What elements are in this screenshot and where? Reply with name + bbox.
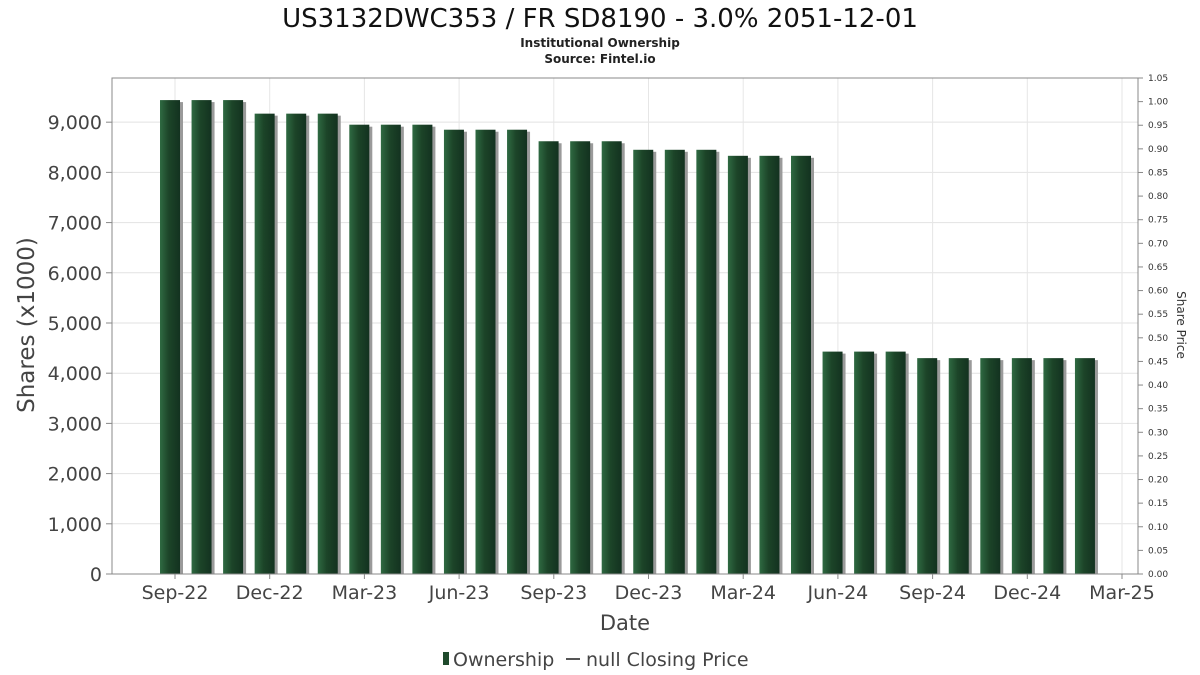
x-tick-label: Dec-22 — [236, 582, 304, 604]
ownership-bar — [664, 149, 685, 574]
ownership-bar — [160, 100, 180, 575]
ownership-bar — [1011, 358, 1032, 574]
y-tick-label: 1,000 — [48, 514, 102, 536]
y2-tick-label: 0.60 — [1148, 287, 1168, 297]
y-tick-label: 8,000 — [48, 162, 102, 184]
ownership-bar — [538, 141, 559, 574]
y2-tick-label: 0.40 — [1148, 381, 1168, 391]
ownership-bar — [822, 351, 843, 574]
ownership-bar — [854, 351, 875, 574]
ownership-bar — [507, 129, 528, 574]
legend: Ownership null Closing Price — [443, 649, 749, 671]
y-axis-label: Shares (x1000) — [14, 237, 40, 413]
y2-tick-label: 1.00 — [1148, 98, 1168, 108]
ownership-bar — [791, 155, 811, 574]
y2-tick-label: 0.70 — [1148, 239, 1168, 249]
y2-tick-label: 0.30 — [1148, 428, 1168, 438]
chart-title: US3132DWC353 / FR SD8190 - 3.0% 2051-12-… — [282, 4, 918, 34]
legend-price-label: null Closing Price — [586, 649, 749, 671]
y-tick-label: 9,000 — [48, 112, 102, 134]
y-tick-label: 5,000 — [48, 313, 102, 335]
y2-tick-label: 0.00 — [1148, 570, 1168, 580]
y2-tick-label: 0.85 — [1148, 168, 1168, 178]
ownership-bar — [1074, 358, 1095, 574]
ownership-bar — [1043, 358, 1064, 574]
y2-tick-label: 0.65 — [1148, 263, 1168, 273]
y2-tick-label: 0.15 — [1148, 499, 1168, 509]
y2-tick-label: 0.90 — [1148, 145, 1168, 155]
y-tick-label: 3,000 — [48, 413, 102, 435]
ownership-bar — [980, 358, 1001, 574]
x-tick-label: Sep-24 — [899, 582, 966, 604]
legend-ownership-swatch — [443, 652, 449, 665]
y-axis-ticks: 0 1,000 2,000 3,000 4,000 5,000 6,000 7,000 8,00… — [48, 112, 112, 586]
ownership-bar — [254, 113, 275, 574]
x-axis-label: Date — [600, 611, 650, 635]
y2-tick-label: 0.50 — [1148, 334, 1168, 344]
y2-tick-label: 0.75 — [1148, 216, 1168, 226]
ownership-bar — [601, 141, 622, 574]
chart-source: Source: Fintel.io — [544, 52, 655, 66]
ownership-bar — [948, 358, 969, 574]
x-tick-label: Sep-22 — [142, 582, 209, 604]
ownership-bar — [633, 149, 654, 574]
x-axis-ticks: Sep-22 Dec-22 Mar-23 Jun-23 Sep-23 Dec-23 Mar-… — [112, 573, 1155, 604]
y2-tick-label: 0.05 — [1148, 546, 1168, 556]
ownership-bar — [191, 100, 212, 575]
y2-tick-label: 0.80 — [1148, 192, 1168, 202]
y-tick-label: 0 — [90, 564, 102, 586]
ownership-bar — [412, 124, 433, 574]
ownership-bar — [443, 129, 464, 574]
ownership-bar — [696, 149, 717, 574]
x-tick-label: Mar-25 — [1089, 582, 1155, 604]
y2-tick-label: 0.35 — [1148, 405, 1168, 415]
y2-axis-label: Share Price — [1174, 291, 1188, 359]
y-tick-label: 2,000 — [48, 464, 102, 486]
x-tick-label: Sep-23 — [520, 582, 587, 604]
ownership-bar — [570, 141, 591, 574]
y2-tick-label: 1.05 — [1148, 74, 1168, 84]
y-tick-label: 7,000 — [48, 213, 102, 235]
ownership-bar — [727, 155, 748, 574]
y2-axis-ticks: 0.00 0.05 0.10 0.15 0.20 0.25 0.30 0.35 0.40 0.45… — [1138, 74, 1168, 580]
ownership-bar — [317, 113, 338, 574]
x-tick-label: Dec-24 — [993, 582, 1061, 604]
y-tick-label: 6,000 — [48, 263, 102, 285]
y2-tick-label: 0.55 — [1148, 310, 1168, 320]
x-tick-label: Jun-24 — [807, 582, 869, 604]
y2-tick-label: 0.25 — [1148, 452, 1168, 462]
ownership-bar — [349, 124, 370, 574]
y-tick-label: 4,000 — [48, 363, 102, 385]
x-tick-label: Dec-23 — [615, 582, 683, 604]
ownership-bar — [759, 155, 780, 574]
ownership-bar — [380, 124, 401, 574]
ownership-bar — [223, 100, 244, 575]
x-tick-label: Jun-23 — [428, 582, 490, 604]
legend-ownership-label: Ownership — [453, 649, 554, 671]
y2-tick-label: 0.45 — [1148, 357, 1168, 367]
x-tick-label: Mar-23 — [332, 582, 398, 604]
ownership-bar — [475, 129, 496, 574]
y2-tick-label: 0.20 — [1148, 476, 1168, 486]
bars — [160, 100, 1098, 575]
chart-subtitle: Institutional Ownership — [520, 36, 680, 50]
x-tick-label: Mar-24 — [710, 582, 776, 604]
ownership-bar — [286, 113, 307, 574]
ownership-bar — [917, 358, 938, 574]
y2-tick-label: 0.10 — [1148, 523, 1168, 533]
ownership-bar — [885, 351, 906, 574]
y2-tick-label: 0.95 — [1148, 121, 1168, 131]
